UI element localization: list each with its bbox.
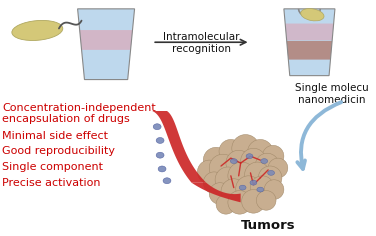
Circle shape [203, 147, 229, 173]
Circle shape [262, 145, 284, 167]
Text: encapsulation of drugs: encapsulation of drugs [2, 114, 130, 124]
Ellipse shape [250, 180, 257, 185]
Text: Concentration-independent: Concentration-independent [2, 103, 156, 113]
Circle shape [228, 162, 255, 190]
Ellipse shape [261, 159, 268, 164]
Circle shape [209, 154, 237, 182]
Circle shape [241, 148, 266, 174]
Polygon shape [287, 41, 332, 60]
Circle shape [268, 158, 288, 178]
Polygon shape [285, 24, 334, 40]
Ellipse shape [158, 166, 166, 172]
Text: Precise activation: Precise activation [2, 178, 100, 188]
Circle shape [219, 139, 243, 163]
Circle shape [256, 190, 276, 210]
Circle shape [232, 135, 259, 162]
Text: Single molecu
nanomedicin: Single molecu nanomedicin [295, 84, 369, 105]
Polygon shape [191, 183, 241, 202]
Circle shape [203, 172, 225, 194]
Ellipse shape [239, 185, 246, 190]
Circle shape [250, 176, 274, 199]
Ellipse shape [12, 21, 63, 41]
Ellipse shape [163, 178, 171, 184]
Ellipse shape [230, 159, 237, 164]
Circle shape [244, 162, 270, 188]
Circle shape [258, 166, 282, 190]
Circle shape [242, 190, 265, 213]
Circle shape [226, 150, 252, 176]
Circle shape [255, 153, 279, 177]
Circle shape [209, 183, 231, 204]
Circle shape [197, 160, 221, 184]
Polygon shape [152, 111, 206, 183]
Polygon shape [77, 9, 135, 80]
Circle shape [221, 179, 247, 204]
Text: Minimal side effect: Minimal side effect [2, 131, 108, 141]
Text: Tumors: Tumors [241, 219, 296, 232]
Text: Single component: Single component [2, 162, 103, 172]
Circle shape [228, 190, 252, 214]
Ellipse shape [156, 152, 164, 158]
FancyArrowPatch shape [297, 102, 341, 169]
Ellipse shape [268, 170, 274, 175]
Circle shape [216, 194, 236, 214]
Polygon shape [284, 9, 335, 76]
Ellipse shape [156, 138, 164, 143]
Ellipse shape [301, 8, 324, 21]
Ellipse shape [246, 154, 253, 159]
Circle shape [264, 180, 284, 199]
Text: Intramolecular
recognition: Intramolecular recognition [163, 32, 240, 54]
Circle shape [247, 139, 273, 165]
Text: Good reproducibility: Good reproducibility [2, 146, 115, 156]
Circle shape [215, 167, 241, 193]
Polygon shape [80, 30, 132, 50]
Circle shape [236, 176, 261, 201]
Ellipse shape [257, 187, 264, 192]
Ellipse shape [153, 124, 161, 130]
